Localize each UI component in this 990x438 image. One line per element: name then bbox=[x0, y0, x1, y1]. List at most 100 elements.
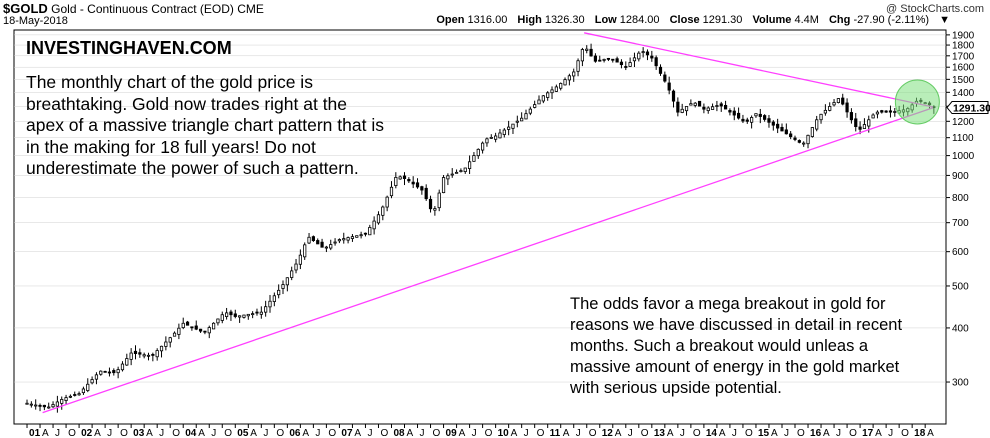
candle-body bbox=[298, 254, 302, 265]
candle-body bbox=[875, 111, 880, 115]
candle-body bbox=[637, 52, 641, 60]
y-tick-label: 800 bbox=[952, 193, 969, 204]
y-tick-label: 1500 bbox=[952, 75, 975, 86]
candle-body bbox=[780, 126, 784, 132]
x-tick-label: 02 bbox=[81, 428, 93, 438]
candle-body bbox=[745, 119, 749, 122]
candle-body bbox=[476, 148, 480, 157]
x-tick-label: J bbox=[628, 428, 633, 438]
y-tick-label: 1900 bbox=[952, 30, 975, 41]
y-tick-label: 1000 bbox=[952, 151, 975, 162]
y-tick-label: 1800 bbox=[952, 41, 975, 52]
candle-body bbox=[576, 60, 580, 72]
open-label: Open bbox=[436, 14, 465, 26]
chart-date: 18-May-2018 bbox=[3, 15, 68, 27]
x-tick-label: A bbox=[198, 428, 205, 438]
brand-title: INVESTINGHAVEN.COM bbox=[26, 38, 232, 58]
candle-body bbox=[129, 352, 133, 360]
candle-body bbox=[611, 58, 615, 61]
x-tick-label: J bbox=[159, 428, 164, 438]
candle-body bbox=[207, 327, 211, 334]
x-tick-label: A bbox=[354, 428, 361, 438]
candle-body bbox=[481, 142, 485, 151]
x-tick-label: O bbox=[120, 428, 128, 438]
candle-body bbox=[368, 227, 372, 236]
x-tick-label: 17 bbox=[862, 428, 874, 438]
x-tick-label: A bbox=[719, 428, 726, 438]
candle-body bbox=[172, 332, 177, 337]
candle-body bbox=[342, 238, 346, 241]
candle-body bbox=[64, 397, 68, 401]
x-tick-label: J bbox=[888, 428, 893, 438]
x-tick-label: A bbox=[615, 428, 622, 438]
x-tick-label: O bbox=[224, 428, 232, 438]
y-tick-label: 700 bbox=[952, 218, 969, 229]
candle-body bbox=[572, 71, 576, 77]
candle-body bbox=[55, 401, 59, 407]
candle-body bbox=[120, 363, 125, 371]
open-value: 1316.00 bbox=[467, 14, 508, 26]
candle-body bbox=[68, 395, 73, 398]
candle-body bbox=[771, 121, 775, 126]
candle-body bbox=[433, 208, 437, 211]
candle-body bbox=[750, 117, 754, 123]
candle-body bbox=[376, 214, 381, 224]
candle-body bbox=[884, 110, 888, 113]
candle-body bbox=[494, 135, 498, 140]
candle-body bbox=[628, 62, 632, 67]
candle-body bbox=[225, 312, 229, 317]
x-tick-label: 14 bbox=[706, 428, 718, 438]
candle-body bbox=[836, 98, 840, 103]
y-tick-label: 1100 bbox=[952, 133, 974, 144]
instrument-name: Gold - Continuous Contract (EOD) bbox=[51, 2, 234, 16]
candle-body bbox=[567, 75, 571, 81]
candle-body bbox=[810, 127, 814, 137]
x-tick-label: O bbox=[172, 428, 180, 438]
candle-body bbox=[511, 123, 515, 129]
candle-body bbox=[680, 108, 684, 113]
candle-body bbox=[385, 196, 389, 208]
x-tick-label: A bbox=[250, 428, 257, 438]
x-tick-label: O bbox=[328, 428, 336, 438]
candle-body bbox=[112, 370, 116, 374]
candle-body bbox=[359, 234, 363, 237]
candle-body bbox=[789, 133, 793, 138]
x-tick-label: A bbox=[511, 428, 518, 438]
candle-body bbox=[255, 311, 259, 314]
candle-body bbox=[350, 236, 355, 239]
candle-body bbox=[784, 129, 788, 135]
candle-body bbox=[741, 118, 745, 122]
candle-body bbox=[606, 57, 611, 60]
close-label: Close bbox=[669, 14, 700, 26]
candle-body bbox=[381, 206, 385, 216]
x-tick-label: 04 bbox=[185, 428, 197, 438]
x-tick-label: O bbox=[745, 428, 753, 438]
candle-body bbox=[520, 117, 524, 122]
x-tick-label: J bbox=[524, 428, 529, 438]
candle-body bbox=[194, 325, 198, 330]
chg-value: -27.90 (-2.11%) bbox=[853, 14, 930, 26]
candle-body bbox=[316, 240, 320, 245]
candle-body bbox=[94, 374, 99, 380]
x-tick-label: J bbox=[472, 428, 477, 438]
x-tick-label: O bbox=[276, 428, 284, 438]
candle-body bbox=[142, 354, 146, 357]
candle-body bbox=[294, 263, 298, 271]
candle-body bbox=[507, 126, 511, 130]
candle-body bbox=[177, 327, 181, 335]
x-tick-label: 12 bbox=[602, 428, 614, 438]
high-value: 1326.30 bbox=[544, 14, 585, 26]
candle-body bbox=[880, 110, 884, 113]
y-tick-label: 1700 bbox=[952, 51, 975, 62]
y-tick-label: 900 bbox=[952, 171, 969, 182]
x-tick-label: J bbox=[732, 428, 737, 438]
x-tick-label: A bbox=[94, 428, 101, 438]
candle-body bbox=[285, 277, 289, 286]
candle-body bbox=[537, 99, 541, 105]
candle-body bbox=[251, 313, 255, 316]
candle-body bbox=[324, 246, 329, 249]
x-tick-label: A bbox=[459, 428, 466, 438]
candle-body bbox=[211, 322, 216, 330]
chg-label: Chg bbox=[828, 14, 851, 26]
y-tick-label: 1200 bbox=[952, 117, 975, 128]
